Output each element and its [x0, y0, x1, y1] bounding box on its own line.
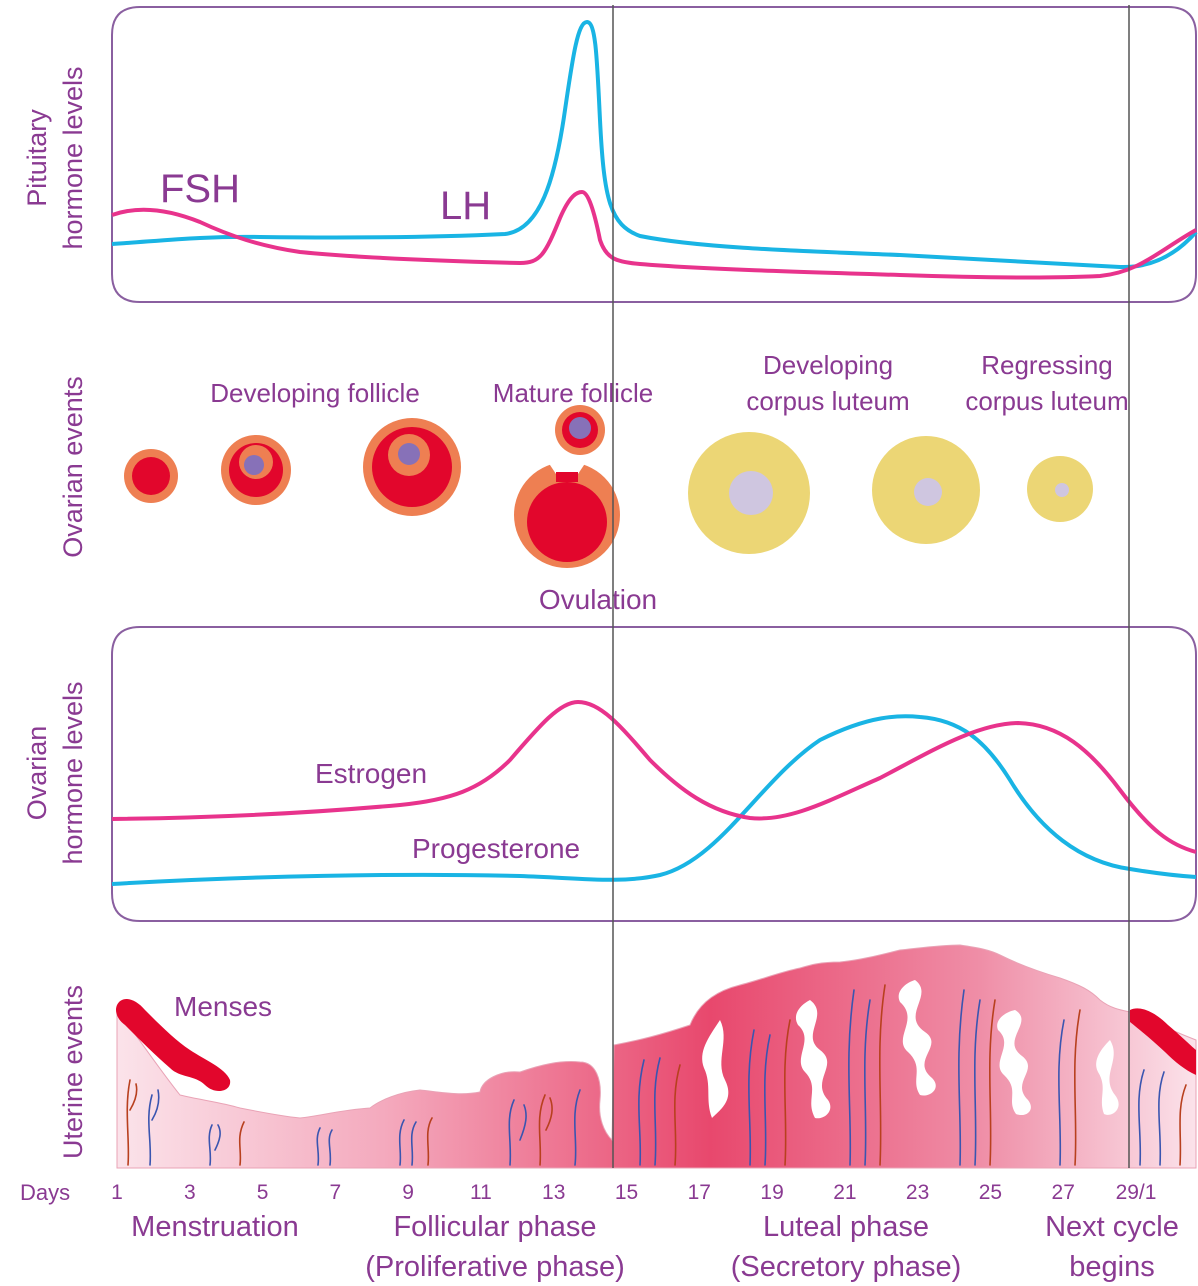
days-label: Days [20, 1180, 70, 1205]
pituitary-axis-label-line2: hormone levels [58, 66, 88, 249]
secretory-phase-label: (Secretory phase) [731, 1251, 962, 1283]
day-tick-15: 29/1 [1116, 1181, 1157, 1204]
follicular-phase-label: Follicular phase [393, 1211, 596, 1243]
ovarian-events-axis-label: Ovarian events [58, 376, 88, 558]
ovarian-hormones-panel: Ovarian hormone levels Estrogen Progeste… [22, 626, 1197, 922]
mature-corpus-luteum [872, 436, 980, 544]
secondary-follicle [221, 435, 291, 505]
menses-blood-right [1130, 1008, 1196, 1075]
gland-space [702, 1020, 729, 1118]
day-tick-9: 17 [688, 1181, 711, 1204]
day-tick-10: 19 [760, 1181, 783, 1204]
ovulation-label: Ovulation [539, 584, 657, 615]
progesterone-label: Progesterone [412, 833, 580, 864]
next-cycle-label: Next cycle [1045, 1211, 1179, 1243]
menstruation-label: Menstruation [131, 1211, 299, 1243]
estrogen-label: Estrogen [315, 758, 427, 789]
proliferative-phase-label: (Proliferative phase) [365, 1251, 625, 1283]
gland-space [1096, 1040, 1119, 1115]
ovarian-events-panel: Ovarian events Developing follicle Matur… [58, 350, 1129, 615]
day-tick-5: 9 [402, 1181, 414, 1204]
day-tick-1: 1 [111, 1181, 123, 1204]
developing-corpus-luteum-label-line1: Developing [763, 350, 893, 380]
lh-label: LH [440, 184, 491, 228]
fsh-label: FSH [160, 167, 240, 211]
day-tick-14: 27 [1052, 1181, 1075, 1204]
ovarian-hormone-axis-label-line1: Ovarian [22, 726, 52, 821]
day-tick-8: 15 [615, 1181, 638, 1204]
tertiary-follicle [363, 418, 461, 516]
developing-corpus-luteum [688, 432, 810, 554]
released-oocyte [555, 405, 605, 455]
gland-space [795, 1000, 831, 1119]
gland-space [898, 980, 936, 1096]
endometrium [116, 944, 1197, 1169]
mature-follicle-label: Mature follicle [493, 378, 653, 408]
ovarian-hormones-frame [111, 626, 1197, 922]
progesterone-curve [111, 714, 1197, 886]
day-tick-11: 21 [833, 1181, 856, 1204]
gland-space [997, 1010, 1031, 1116]
fsh-curve [111, 189, 1197, 280]
day-tick-4: 7 [330, 1181, 342, 1204]
ruptured-follicle [514, 462, 620, 568]
estrogen-curve [111, 699, 1197, 854]
luteal-phase-label: Luteal phase [763, 1211, 929, 1243]
day-tick-3: 5 [257, 1181, 269, 1204]
next-cycle-begins-label: begins [1069, 1251, 1154, 1283]
uterine-events-axis-label: Uterine events [58, 985, 88, 1159]
blood-vessels [126, 984, 1187, 1166]
menses-label: Menses [174, 991, 272, 1022]
ovarian-hormone-axis-label-line2: hormone levels [58, 681, 88, 864]
uterine-events-panel: Uterine events [58, 944, 1197, 1169]
pituitary-axis-label-line1: Pituitary [22, 109, 52, 207]
menses-blood-left [115, 998, 231, 1092]
pituitary-panel: Pituitary hormone levels FSH LH [22, 6, 1198, 303]
regressing-corpus-luteum-label-line2: corpus luteum [965, 386, 1128, 416]
regressing-corpus-luteum [1027, 456, 1093, 522]
developing-follicle-label: Developing follicle [210, 378, 420, 408]
day-tick-labels: 1 3 5 7 9 11 13 15 17 19 21 23 25 27 29/1 [111, 1181, 1156, 1204]
lh-curve [111, 19, 1198, 270]
day-tick-2: 3 [184, 1181, 196, 1204]
day-tick-6: 11 [470, 1181, 492, 1204]
day-tick-7: 13 [542, 1181, 565, 1204]
pituitary-frame [111, 6, 1197, 303]
primary-follicle [124, 449, 178, 503]
phase-labels: Menstruation Follicular phase (Prolifera… [131, 1211, 1179, 1283]
day-tick-13: 25 [979, 1181, 1002, 1204]
regressing-corpus-luteum-label-line1: Regressing [981, 350, 1113, 380]
day-tick-12: 23 [906, 1181, 929, 1204]
developing-corpus-luteum-label-line2: corpus luteum [746, 386, 909, 416]
days-axis: Days 1 3 5 7 9 11 13 15 17 19 21 23 25 27 29/1 [20, 1180, 1156, 1205]
